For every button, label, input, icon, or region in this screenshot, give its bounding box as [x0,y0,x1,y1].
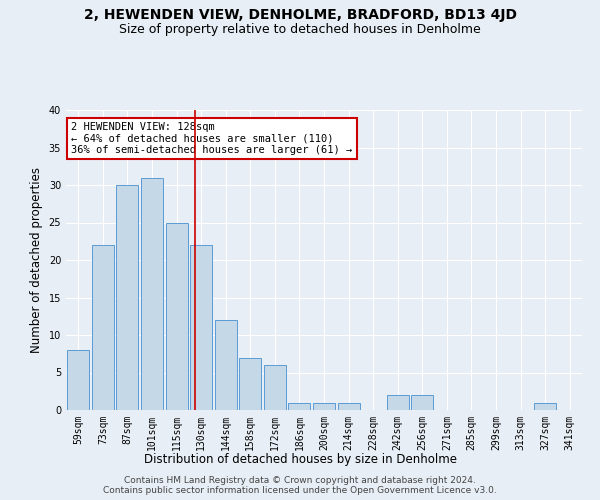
Text: 2 HEWENDEN VIEW: 128sqm
← 64% of detached houses are smaller (110)
36% of semi-d: 2 HEWENDEN VIEW: 128sqm ← 64% of detache… [71,122,352,155]
Text: Size of property relative to detached houses in Denholme: Size of property relative to detached ho… [119,22,481,36]
Bar [534,402,556,410]
Bar [215,320,237,410]
Text: 2, HEWENDEN VIEW, DENHOLME, BRADFORD, BD13 4JD: 2, HEWENDEN VIEW, DENHOLME, BRADFORD, BD… [83,8,517,22]
Y-axis label: Number of detached properties: Number of detached properties [30,167,43,353]
Bar [166,222,188,410]
Bar [386,395,409,410]
Bar [338,402,359,410]
Bar [264,365,286,410]
Bar [411,395,433,410]
Bar [116,185,139,410]
Bar [190,245,212,410]
Bar [289,402,310,410]
Bar [239,358,262,410]
Text: Distribution of detached houses by size in Denholme: Distribution of detached houses by size … [143,452,457,466]
Bar [313,402,335,410]
Bar [141,178,163,410]
Text: Contains HM Land Registry data © Crown copyright and database right 2024.
Contai: Contains HM Land Registry data © Crown c… [103,476,497,495]
Bar [67,350,89,410]
Bar [92,245,114,410]
